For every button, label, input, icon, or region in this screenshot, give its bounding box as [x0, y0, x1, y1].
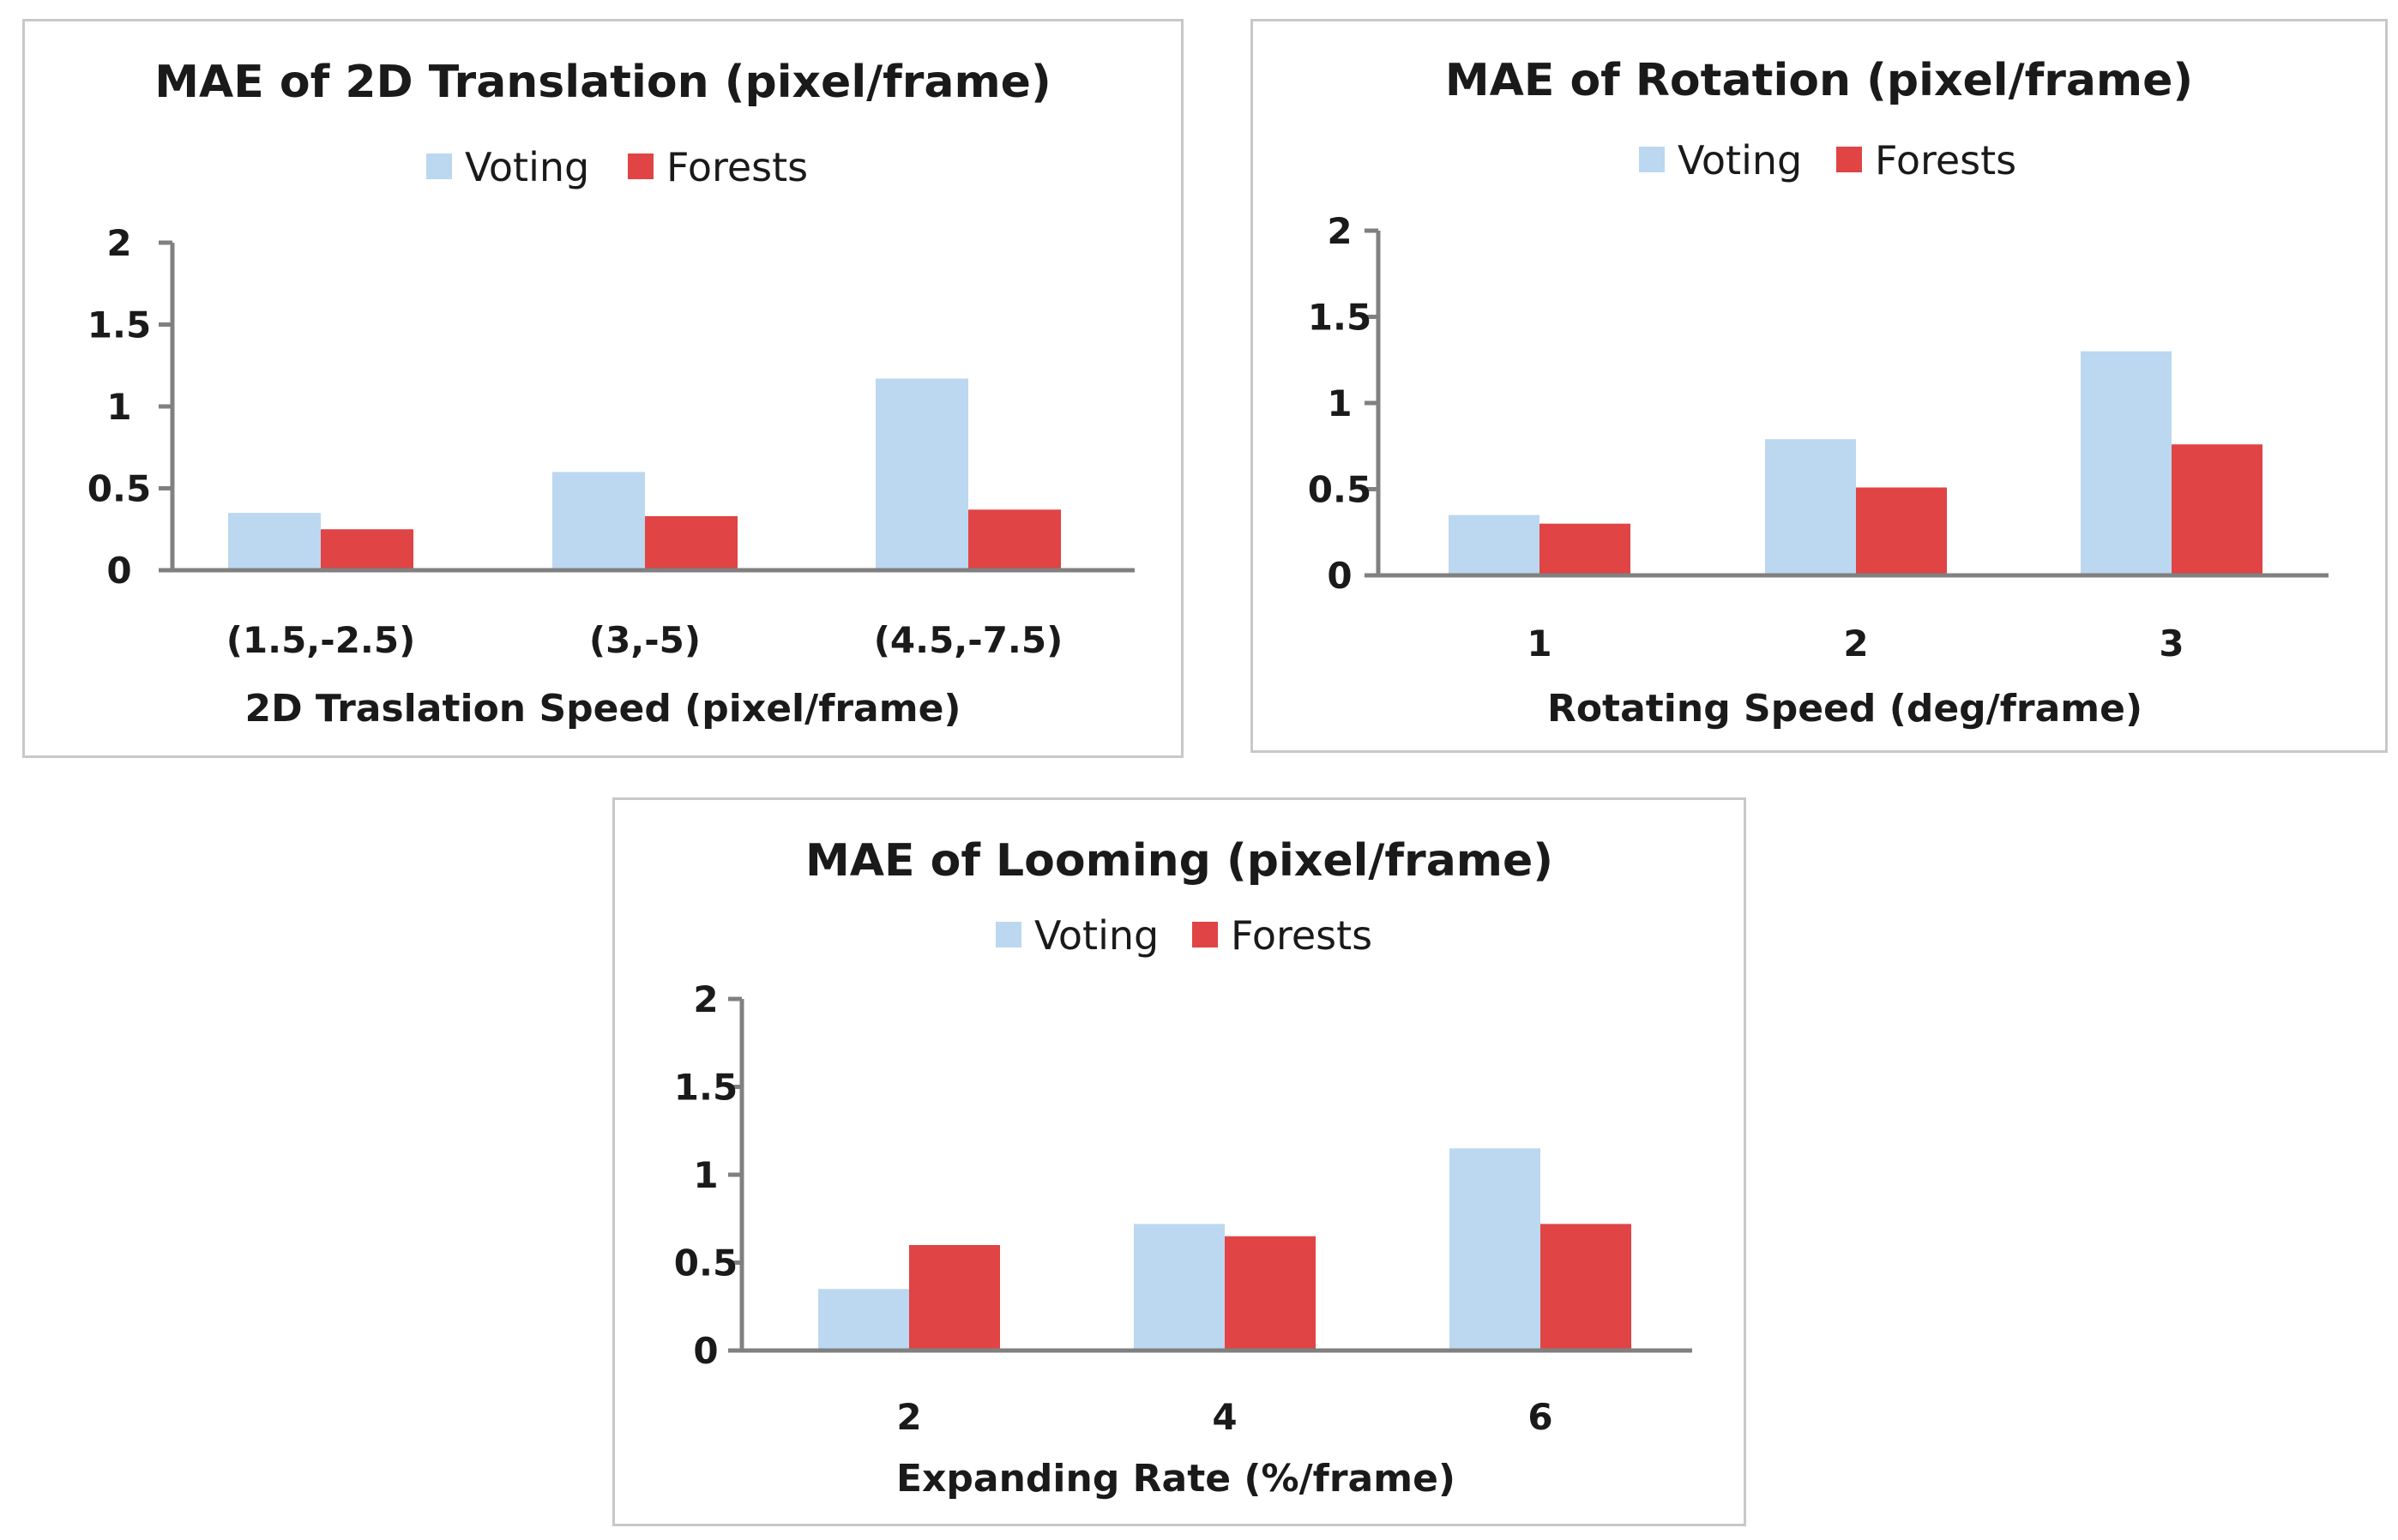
bar-voting-3	[876, 378, 968, 570]
bar-forests-1	[321, 529, 413, 570]
bar-voting-1	[1449, 514, 1539, 575]
bar-voting-1	[228, 513, 321, 570]
legend-label-voting: Voting	[1678, 137, 1802, 183]
x-tick-label: 4	[1212, 1396, 1237, 1438]
bar-voting-3	[2081, 351, 2172, 575]
chart-panel-looming: MAE of Looming (pixel/frame) Voting Fores…	[612, 797, 1746, 1526]
bar-forests-3	[2172, 444, 2262, 575]
legend-swatch-forests	[1192, 922, 1218, 947]
legend-label-forests: Forests	[1875, 137, 2016, 183]
legend-swatch-voting	[1639, 147, 1665, 172]
bar-voting-2	[1765, 439, 1856, 575]
legend-swatch-voting	[996, 922, 1021, 947]
legend: Voting Forests	[426, 144, 808, 190]
y-tick-label: 0	[693, 1330, 718, 1372]
x-tick-label: 2	[1843, 623, 1868, 665]
legend-swatch-voting	[426, 153, 452, 179]
y-tick-label: 0	[106, 550, 131, 592]
chart-panel-translation: MAE of 2D Translation (pixel/frame) Voti…	[22, 19, 1184, 758]
legend-label-forests: Forests	[666, 144, 808, 190]
plot-area: (1.5,-2.5) (3,-5) (4.5,-7.5) 0 0.5 1 1.5 2	[87, 222, 1135, 661]
bar-forests-1	[909, 1245, 1000, 1351]
legend-swatch-forests	[628, 153, 654, 179]
x-axis-title: Expanding Rate (%/frame)	[896, 1457, 1455, 1501]
y-tick-label: 1	[106, 386, 131, 428]
legend: Voting Forests	[1639, 137, 2016, 183]
y-tick-label: 0	[1327, 555, 1352, 597]
bar-voting-1	[818, 1289, 909, 1351]
bar-forests-3	[1540, 1224, 1631, 1351]
chart-svg-rotation: MAE of Rotation (pixel/frame) Voting Fore…	[1308, 55, 2329, 731]
legend-label-voting: Voting	[1034, 912, 1159, 959]
chart-title: MAE of Looming (pixel/frame)	[805, 835, 1553, 887]
y-tick-label: 0.5	[674, 1242, 738, 1284]
y-tick-label: 0.5	[87, 468, 151, 510]
legend-label-forests: Forests	[1231, 912, 1372, 959]
y-tick-label: 1.5	[87, 304, 151, 346]
bar-voting-3	[1449, 1148, 1540, 1351]
chart-svg-looming: MAE of Looming (pixel/frame) Voting Fores…	[674, 835, 1692, 1501]
x-tick-label: (4.5,-7.5)	[874, 619, 1063, 661]
x-axis-title: 2D Traslation Speed (pixel/frame)	[244, 687, 961, 731]
y-tick-label: 0.5	[1308, 469, 1371, 511]
bar-forests-2	[645, 515, 738, 570]
chart-panel-rotation: MAE of Rotation (pixel/frame) Voting Fore…	[1250, 19, 2388, 753]
x-tick-label: 2	[896, 1396, 921, 1438]
y-tick-label: 1.5	[1308, 297, 1371, 339]
bar-forests-1	[1539, 523, 1630, 575]
y-tick-label: 1	[693, 1154, 718, 1196]
y-tick-label: 2	[693, 978, 718, 1020]
x-tick-label: 6	[1527, 1396, 1552, 1438]
x-tick-label: 1	[1527, 623, 1551, 665]
bar-voting-2	[1134, 1224, 1225, 1351]
x-axis-title: Rotating Speed (deg/frame)	[1547, 687, 2142, 731]
plot-area: 2 4 6 0 0.5 1 1.5 2	[674, 978, 1692, 1438]
x-tick-label: (3,-5)	[589, 619, 701, 661]
bar-voting-2	[552, 472, 645, 570]
bar-forests-2	[1856, 487, 1947, 575]
y-tick-label: 2	[106, 222, 131, 264]
bar-forests-3	[968, 509, 1061, 570]
legend: Voting Forests	[996, 912, 1372, 959]
chart-title: MAE of Rotation (pixel/frame)	[1445, 55, 2193, 106]
x-tick-label: 3	[2159, 623, 2184, 665]
plot-area: 1 2 3 0 0.5 1 1.5 2	[1308, 210, 2329, 665]
y-tick-label: 1	[1327, 382, 1352, 424]
y-tick-label: 1.5	[674, 1067, 738, 1109]
chart-svg-translation: MAE of 2D Translation (pixel/frame) Voti…	[87, 57, 1135, 731]
chart-title: MAE of 2D Translation (pixel/frame)	[154, 57, 1051, 108]
legend-label-voting: Voting	[465, 144, 589, 190]
bar-forests-2	[1225, 1236, 1316, 1351]
legend-swatch-forests	[1836, 147, 1862, 172]
x-tick-label: (1.5,-2.5)	[226, 619, 416, 661]
y-tick-label: 2	[1327, 210, 1352, 252]
